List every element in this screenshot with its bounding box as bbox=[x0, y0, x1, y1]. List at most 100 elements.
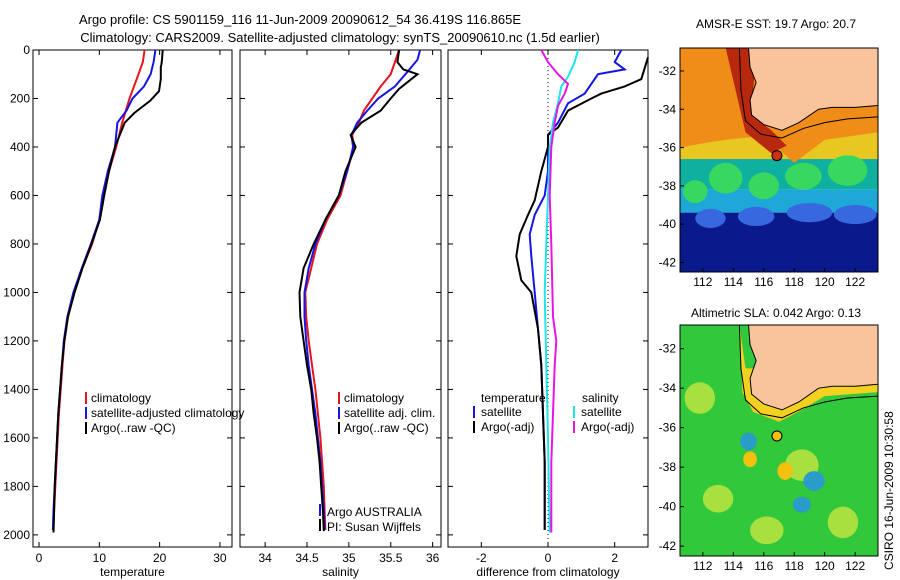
isobath-contour bbox=[738, 48, 878, 139]
legend-label-argo: Argo(..raw -QC) bbox=[344, 421, 429, 435]
latitude-tick-label: -40 bbox=[659, 500, 677, 514]
legend-label-satellite: satellite adj. clim. bbox=[344, 406, 435, 420]
longitude-tick-label: 114 bbox=[724, 275, 743, 289]
x-axis-label: difference from climatology bbox=[476, 565, 619, 579]
x-axis-label: salinity bbox=[322, 565, 359, 579]
sst-map: 112 114 116 118 120 122 -32 -34 -36 -38 -40 -42 bbox=[659, 47, 879, 289]
leeuwin-current-core bbox=[725, 48, 787, 154]
x-tick-label: 20 bbox=[153, 551, 167, 565]
series-line-climatology bbox=[304, 49, 401, 531]
latitude-tick-label: -36 bbox=[659, 421, 677, 435]
longitude-tick-label: 118 bbox=[785, 559, 804, 573]
x-tick-label: 35 bbox=[342, 551, 356, 565]
x-axis-label: temperature bbox=[100, 565, 165, 579]
sla-high-anomaly bbox=[777, 462, 793, 480]
map-field bbox=[680, 325, 878, 556]
x-tick-label: 30 bbox=[213, 551, 227, 565]
latitude-tick-label: -40 bbox=[659, 217, 677, 231]
sst-band bbox=[680, 189, 878, 213]
sla-negative-anomaly bbox=[740, 432, 757, 451]
x-tick-label: 34.5 bbox=[295, 551, 319, 565]
australia-land bbox=[748, 325, 878, 411]
sla-high-anomaly bbox=[743, 451, 757, 468]
salinity-legend: climatology satellite adj. clim. Argo(..… bbox=[338, 391, 435, 435]
legend-label-sal-argo: Argo(-adj) bbox=[581, 420, 634, 434]
sla-negative-anomaly bbox=[792, 496, 811, 513]
series-line-argo-raw-qc bbox=[52, 49, 164, 533]
x-tick-label: -2 bbox=[476, 551, 487, 565]
longitude-tick-label: 120 bbox=[815, 559, 835, 573]
map-field bbox=[680, 48, 878, 272]
sst-map-title: AMSR-E SST: 19.7 Argo: 20.7 bbox=[696, 17, 856, 31]
longitude-tick-label: 114 bbox=[724, 559, 743, 573]
sst-eddy bbox=[827, 155, 868, 186]
longitude-tick-label: 122 bbox=[845, 559, 865, 573]
legend-label-temp-satellite: satellite bbox=[481, 405, 522, 419]
x-tick-label: 35.5 bbox=[379, 551, 403, 565]
longitude-tick-label: 112 bbox=[693, 559, 712, 573]
y-tick-label: 600 bbox=[10, 188, 30, 202]
australia-land bbox=[748, 48, 878, 131]
y-tick-label: 2000 bbox=[3, 528, 30, 542]
y-tick-label: 1200 bbox=[3, 334, 30, 348]
y-tick-label: 1800 bbox=[3, 479, 30, 493]
longitude-tick-label: 112 bbox=[693, 275, 712, 289]
x-tick-label: 0 bbox=[545, 551, 552, 565]
sst-eddy bbox=[683, 180, 708, 204]
temperature-panel: 0 10 20 30 0 200 400 600 800 1000 1200 1400 1600 1800… bbox=[3, 43, 233, 579]
header-title-line1: Argo profile: CS 5901159_116 11-Jun-2009… bbox=[79, 12, 521, 27]
longitude-tick-label: 120 bbox=[815, 275, 835, 289]
sla-negative-anomaly bbox=[803, 471, 825, 491]
series-line-salinity-argo-adj bbox=[540, 49, 570, 533]
sla-positive-anomaly bbox=[750, 516, 784, 545]
series-line-temperature-argo-adj bbox=[515, 57, 649, 530]
csiro-timestamp: CSIRO 16-Jun-2009 10:30:58 bbox=[882, 411, 896, 570]
annotation-line2: PI: Susan Wijffels bbox=[327, 520, 421, 534]
sst-cool-patch bbox=[833, 204, 877, 225]
sla-positive-anomaly bbox=[702, 484, 734, 513]
x-tick-label: 36 bbox=[426, 551, 440, 565]
latitude-tick-label: -36 bbox=[659, 141, 677, 155]
difference-legend: temperature salinity satellite Argo(-adj… bbox=[473, 391, 634, 434]
y-tick-label: 1600 bbox=[3, 431, 30, 445]
legend-label-argo: Argo(..raw -QC) bbox=[91, 421, 176, 435]
x-tick-label: 10 bbox=[93, 551, 107, 565]
latitude-tick-label: -42 bbox=[659, 255, 677, 269]
salinity-panel: 34 34.5 35 35.5 36 salinity bbox=[239, 49, 442, 579]
sst-eddy bbox=[748, 172, 779, 200]
x-tick-label: 34 bbox=[258, 551, 272, 565]
salinity-annotation: Argo AUSTRALIA PI: Susan Wijffels bbox=[319, 504, 422, 534]
x-tick-label: 0 bbox=[36, 551, 43, 565]
sst-eddy bbox=[785, 162, 822, 190]
latitude-tick-label: -34 bbox=[659, 102, 677, 116]
longitude-tick-label: 116 bbox=[754, 275, 773, 289]
header-title-line2: Climatology: CARS2009. Satellite-adjuste… bbox=[80, 30, 600, 45]
sst-cool-patch bbox=[786, 203, 833, 223]
longitude-tick-label: 118 bbox=[785, 275, 804, 289]
sla-positive-anomaly bbox=[684, 382, 716, 414]
sla-positive-anomaly bbox=[827, 506, 859, 539]
y-tick-label: 0 bbox=[23, 43, 30, 57]
latitude-tick-label: -32 bbox=[659, 342, 677, 356]
argo-float-marker bbox=[771, 430, 783, 442]
y-tick-label: 1000 bbox=[3, 285, 30, 299]
y-tick-label: 200 bbox=[10, 91, 30, 105]
y-tick-label: 800 bbox=[10, 237, 30, 251]
series-line-argo-raw-qc bbox=[298, 49, 420, 532]
series-line-salinity-satellite bbox=[543, 49, 579, 533]
argo-float-marker bbox=[771, 150, 783, 162]
longitude-tick-label: 116 bbox=[754, 559, 773, 573]
legend-label-sal-satellite: satellite bbox=[581, 405, 622, 419]
legend-heading-salinity: salinity bbox=[582, 391, 619, 405]
legend-label-temp-argo: Argo(-adj) bbox=[481, 420, 534, 434]
temperature-legend: climatology satellite-adjusted climatolo… bbox=[85, 391, 244, 435]
latitude-tick-label: -38 bbox=[659, 460, 677, 474]
latitude-tick-label: -42 bbox=[659, 539, 677, 553]
latitude-tick-label: -34 bbox=[659, 381, 677, 395]
legend-label-climatology: climatology bbox=[344, 391, 404, 405]
legend-label-satellite: satellite-adjusted climatology bbox=[91, 406, 244, 420]
isobath-contour bbox=[738, 325, 878, 419]
sst-eddy bbox=[708, 162, 743, 194]
